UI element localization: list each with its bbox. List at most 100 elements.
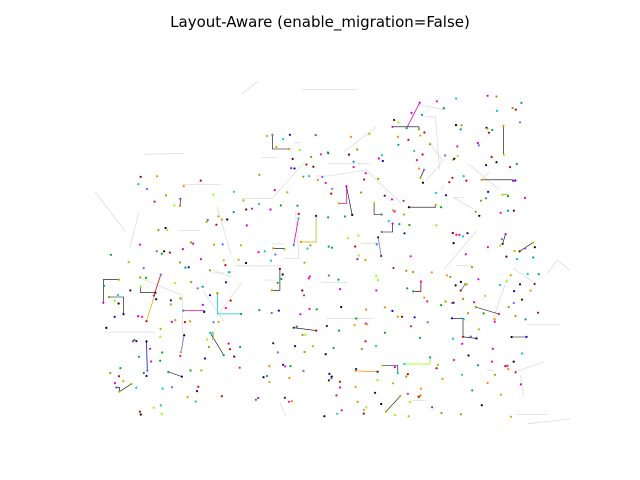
graph-node (406, 373, 409, 376)
graph-node (505, 280, 508, 283)
graph-node (170, 320, 173, 323)
graph-node (408, 401, 412, 404)
graph-node (208, 269, 212, 272)
graph-node (220, 395, 223, 398)
graph-node (391, 125, 394, 128)
graph-node (356, 258, 359, 261)
graph-node (192, 242, 195, 245)
graph-node (336, 412, 339, 415)
graph-node (296, 204, 299, 207)
graph-node (518, 283, 522, 286)
graph-node (203, 310, 206, 313)
graph-node (287, 400, 290, 403)
graph-node (227, 342, 230, 345)
graph-node (497, 312, 500, 316)
graph-node (374, 344, 378, 347)
graph-node (506, 195, 510, 198)
graph-node (340, 305, 343, 309)
graph-node (299, 240, 302, 244)
graph-node (478, 214, 481, 217)
graph-node (417, 167, 421, 170)
graph-node (189, 369, 192, 372)
graph-node (458, 233, 461, 236)
graph-node (444, 300, 447, 303)
graph-node (308, 175, 311, 178)
graph-node (130, 382, 133, 386)
graph-node (122, 313, 125, 316)
graph-node (393, 118, 396, 122)
graph-node (397, 121, 400, 124)
graph-node (326, 151, 329, 154)
graph-node (360, 191, 363, 194)
graph-node (221, 243, 224, 246)
graph-node (520, 101, 523, 104)
graph-node (233, 355, 236, 358)
graph-node (297, 217, 300, 220)
graph-node (288, 147, 291, 151)
graph-node (303, 261, 306, 264)
graph-node (302, 175, 305, 178)
graph-node (339, 386, 342, 389)
graph-node (375, 274, 378, 277)
graph-node (512, 209, 516, 212)
graph-node (405, 127, 408, 130)
graph-node (506, 209, 510, 212)
graph-node (212, 321, 215, 324)
graph-node (415, 159, 418, 162)
graph-node (398, 223, 401, 226)
graph-node (270, 311, 273, 315)
graph-node (244, 261, 248, 265)
graph-node (354, 369, 357, 372)
graph-node (180, 375, 183, 378)
graph-node (275, 145, 278, 149)
graph-node (451, 176, 454, 179)
graph-node (426, 300, 429, 303)
graph-node (454, 284, 457, 287)
graph-node (325, 324, 328, 328)
graph-node (169, 299, 172, 302)
graph-node (345, 185, 348, 188)
graph-node (501, 193, 504, 196)
graph-node (487, 131, 491, 134)
graph-node (271, 133, 274, 136)
graph-node (269, 208, 272, 211)
graph-node (286, 191, 289, 194)
graph-node (289, 365, 292, 368)
graph-node (159, 404, 162, 407)
graph-node (407, 206, 410, 209)
graph-node (417, 395, 420, 398)
graph-node (484, 197, 487, 200)
graph-node (452, 242, 455, 245)
graph-node (283, 248, 286, 251)
graph-node (139, 285, 142, 288)
graph-node (347, 153, 351, 156)
graph-node (184, 266, 187, 269)
graph-node (410, 111, 413, 114)
graph-node (420, 113, 424, 116)
graph-node (279, 204, 282, 207)
graph-node (263, 250, 266, 253)
graph-node (138, 410, 141, 413)
graph-node (269, 259, 273, 262)
graph-node (237, 258, 240, 261)
graph-node (511, 179, 515, 182)
graph-node (363, 178, 366, 181)
graph-node (307, 277, 310, 280)
graph-node (491, 128, 494, 132)
graph-node (295, 325, 298, 328)
graph-node (365, 308, 368, 311)
graph-node (362, 412, 365, 415)
graph-node (304, 333, 307, 336)
graph-node (160, 252, 163, 255)
graph-node (525, 335, 528, 338)
route-edges (217, 293, 242, 315)
graph-node (332, 346, 335, 349)
graph-node (366, 323, 369, 326)
graph-node (376, 278, 380, 282)
graph-node (206, 218, 209, 222)
graph-node (179, 197, 182, 200)
graph-node (257, 396, 260, 400)
graph-node (486, 94, 489, 97)
graph-node (178, 204, 182, 207)
